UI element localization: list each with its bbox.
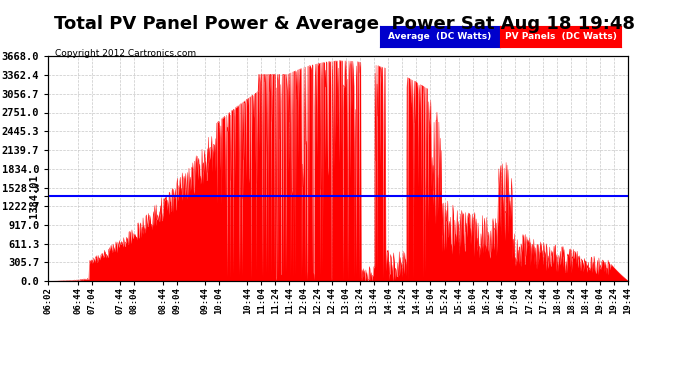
Text: Average  (DC Watts): Average (DC Watts) bbox=[388, 32, 491, 41]
Text: PV Panels  (DC Watts): PV Panels (DC Watts) bbox=[504, 32, 617, 41]
Text: Total PV Panel Power & Average  Power Sat Aug 18 19:48: Total PV Panel Power & Average Power Sat… bbox=[55, 15, 635, 33]
Text: Copyright 2012 Cartronics.com: Copyright 2012 Cartronics.com bbox=[55, 49, 197, 58]
